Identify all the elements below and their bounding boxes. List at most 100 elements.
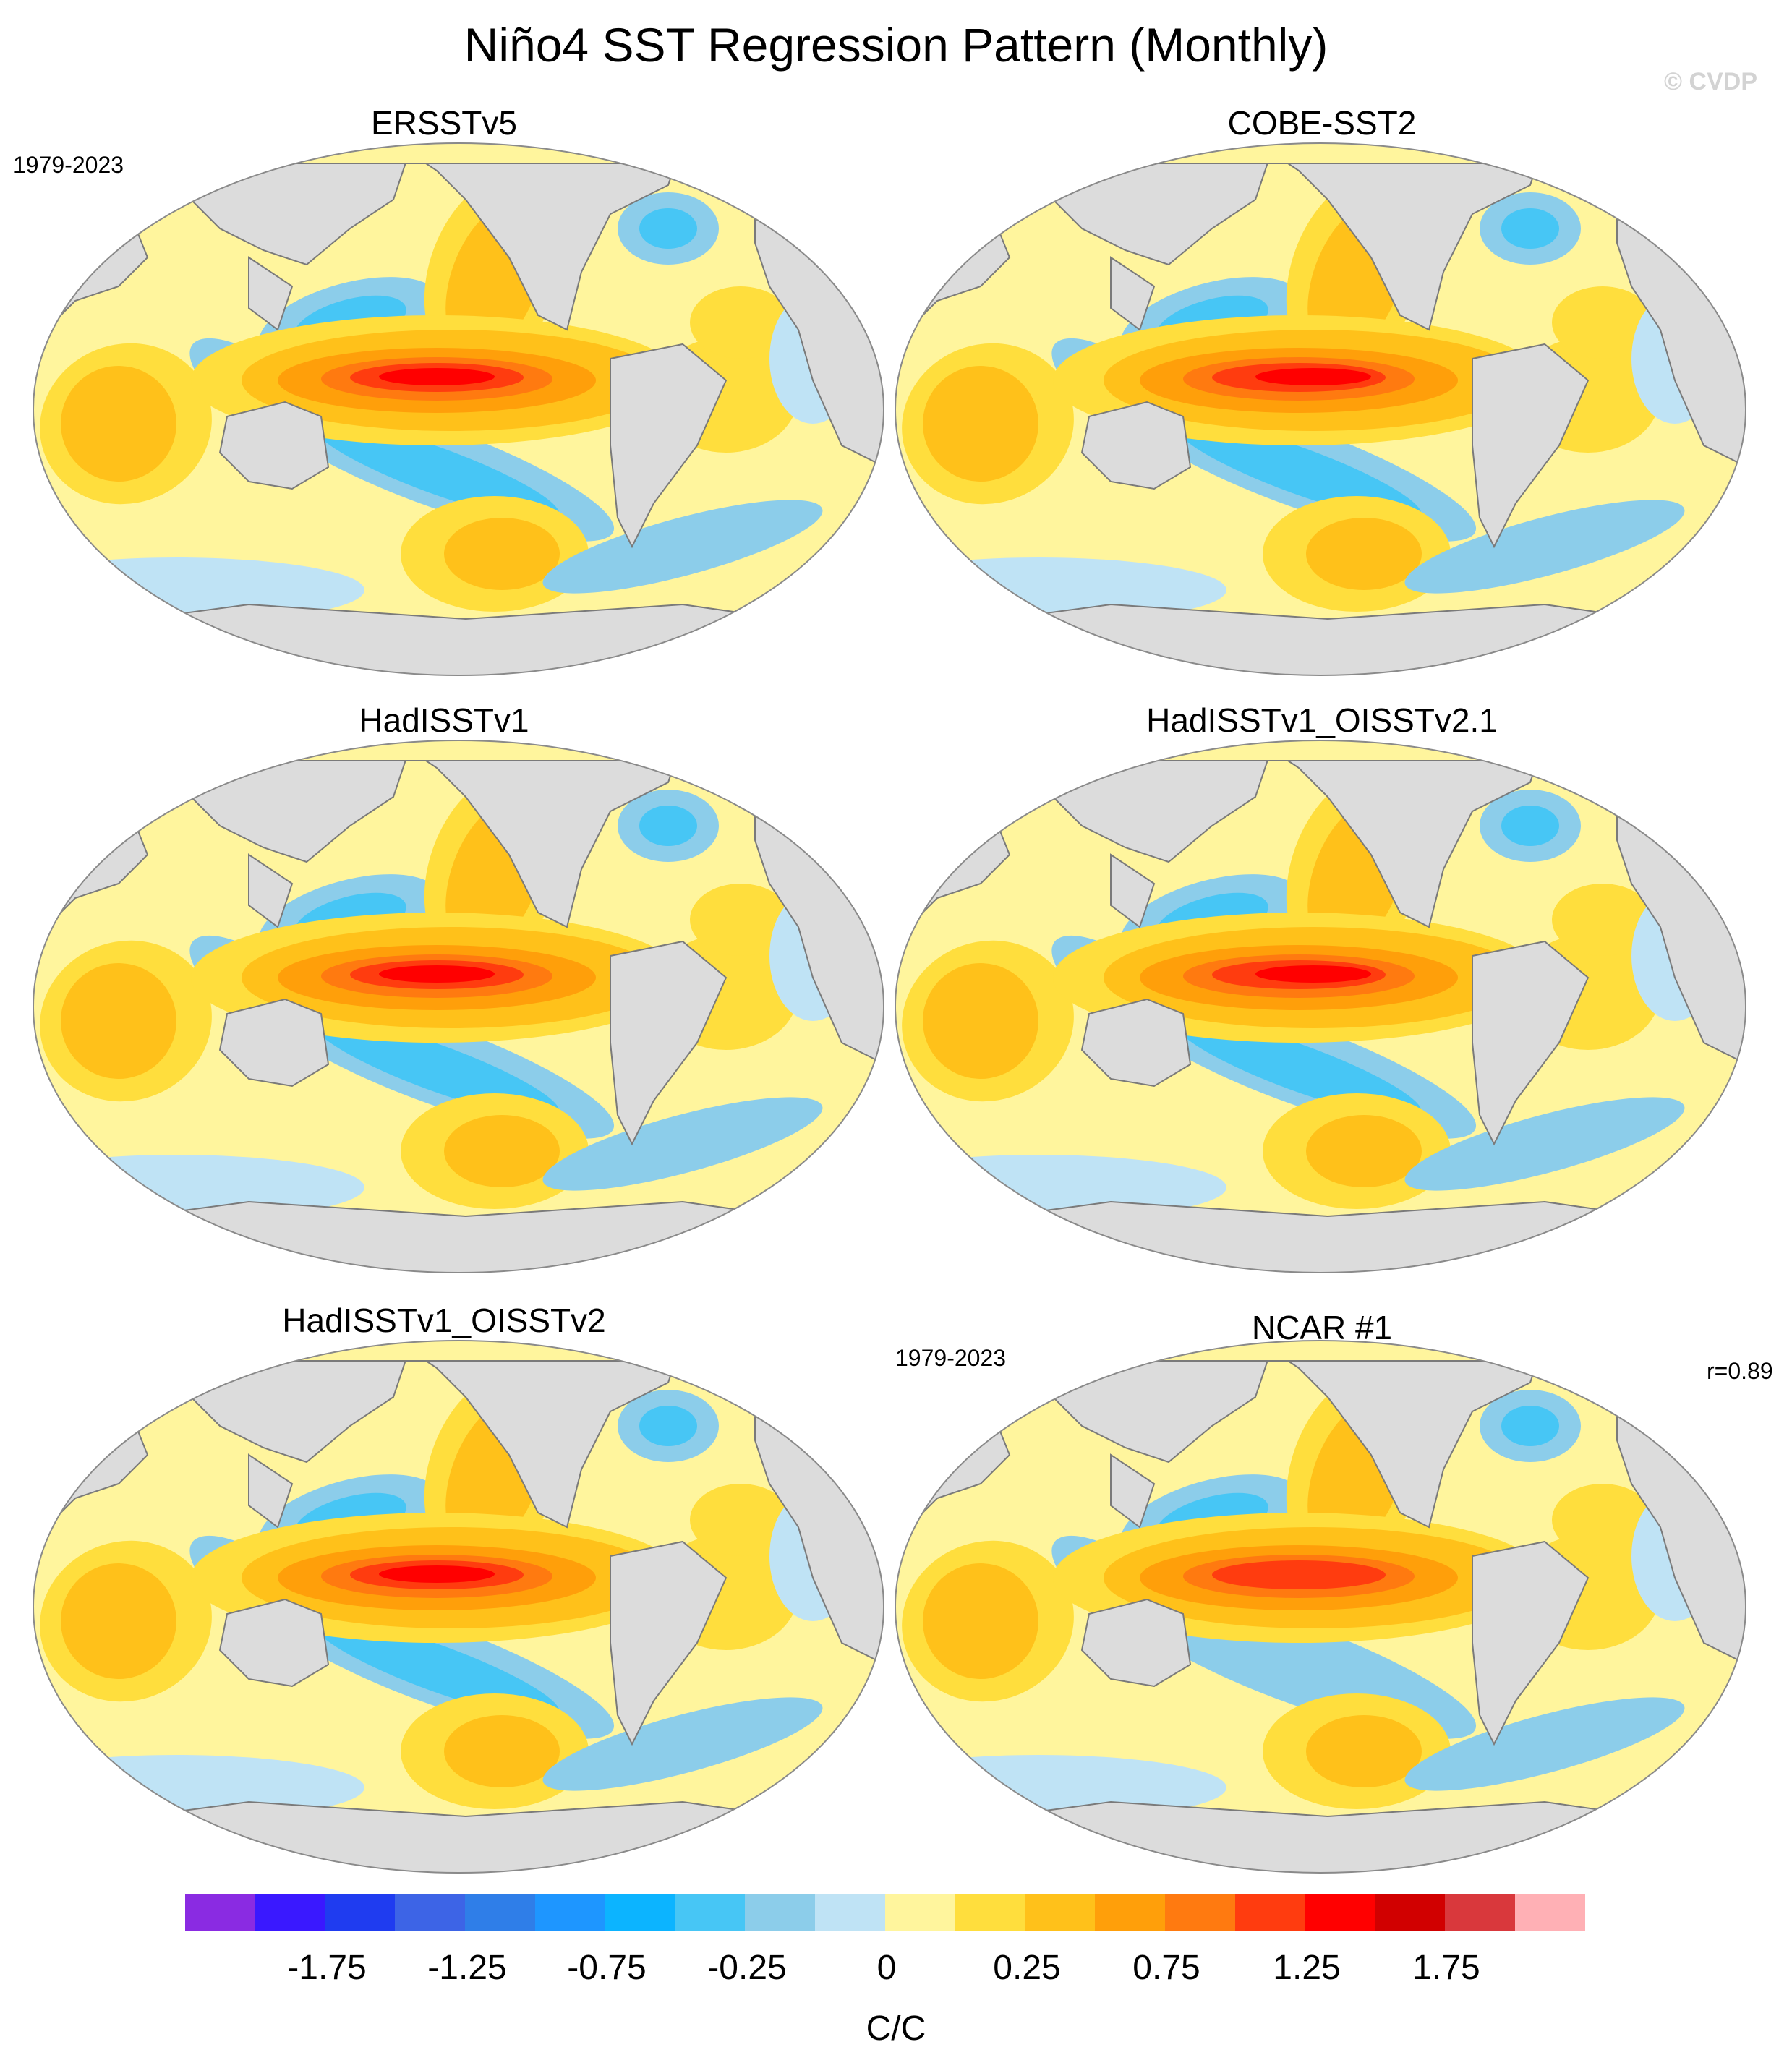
sst-anomaly bbox=[1306, 1115, 1422, 1187]
sst-anomaly bbox=[639, 806, 697, 846]
sst-anomaly bbox=[1404, 1097, 1685, 1191]
colorbar-swatch bbox=[185, 1894, 255, 1931]
sst-anomaly bbox=[314, 1018, 560, 1118]
arctic-ocean bbox=[33, 143, 884, 164]
arctic-ocean bbox=[33, 740, 884, 761]
sst-anomaly bbox=[379, 368, 495, 385]
colorbar-swatch bbox=[955, 1894, 1025, 1931]
sst-anomaly bbox=[61, 963, 176, 1079]
map-border bbox=[33, 740, 884, 1273]
sst-anomaly bbox=[690, 1484, 791, 1556]
sst-anomaly bbox=[923, 1563, 1038, 1679]
sst-anomaly bbox=[61, 366, 176, 482]
colorbar-tick: -0.75 bbox=[567, 1949, 647, 1987]
land-south-america bbox=[610, 343, 728, 549]
colorbar-swatch bbox=[325, 1894, 396, 1931]
colorbar-tick: 0.75 bbox=[1132, 1949, 1200, 1987]
sst-anomaly bbox=[1501, 1406, 1559, 1446]
land-se-asia bbox=[248, 853, 294, 928]
sst-anomaly bbox=[1404, 500, 1685, 594]
panel-title-5: HadISSTv1_OISSTv2 bbox=[282, 1302, 606, 1339]
arctic-ocean bbox=[895, 1341, 1746, 1362]
map-panel-5 bbox=[33, 1340, 884, 1874]
sst-anomaly bbox=[1255, 368, 1371, 385]
land-australia bbox=[1080, 401, 1192, 490]
map-border bbox=[33, 142, 884, 676]
sst-anomaly bbox=[1552, 884, 1653, 956]
figure-title: Niño4 SST Regression Pattern (Monthly) bbox=[464, 18, 1328, 72]
sst-anomaly bbox=[639, 208, 697, 249]
sst-anomaly bbox=[542, 1097, 823, 1191]
colorbar-swatch bbox=[1234, 1894, 1305, 1931]
colorbar-swatch bbox=[1375, 1894, 1446, 1931]
sst-anomaly bbox=[923, 366, 1038, 482]
sst-anomaly bbox=[690, 286, 791, 359]
sst-anomaly bbox=[1176, 1618, 1422, 1718]
colorbar-tick: 1.75 bbox=[1412, 1949, 1480, 1987]
colorbar-swatch bbox=[534, 1894, 605, 1931]
sst-anomaly bbox=[379, 1565, 495, 1583]
period-label-6: 1979-2023 bbox=[895, 1345, 1007, 1371]
sst-field bbox=[895, 1341, 1746, 1873]
arctic-ocean bbox=[895, 143, 1746, 164]
land-south-america bbox=[1472, 343, 1590, 549]
colorbar-swatch bbox=[1025, 1894, 1096, 1931]
map-panel-2 bbox=[895, 142, 1746, 676]
land-se-asia bbox=[1110, 256, 1156, 331]
panel-title-2: COBE-SST2 bbox=[1227, 104, 1417, 142]
colorbar-swatch bbox=[884, 1894, 955, 1931]
map-panel-3 bbox=[33, 740, 884, 1273]
sst-anomaly bbox=[1176, 421, 1422, 521]
sst-anomaly bbox=[61, 1563, 176, 1679]
sst-anomaly bbox=[444, 1115, 560, 1187]
land-australia bbox=[1080, 1598, 1192, 1688]
sst-field bbox=[895, 740, 1746, 1273]
land-south-america bbox=[1472, 940, 1590, 1146]
arctic-ocean bbox=[895, 740, 1746, 761]
colorbar-swatch bbox=[1305, 1894, 1375, 1931]
land-south-america bbox=[1472, 1540, 1590, 1746]
arctic-ocean bbox=[33, 1341, 884, 1362]
sst-anomaly bbox=[1176, 1018, 1422, 1118]
colorbar-swatch bbox=[1165, 1894, 1235, 1931]
land-south-america bbox=[610, 940, 728, 1146]
sst-anomaly bbox=[639, 1406, 697, 1446]
land-australia bbox=[218, 401, 330, 490]
credit-label: © CVDP bbox=[1664, 68, 1757, 95]
sst-anomaly bbox=[1501, 208, 1559, 249]
colorbar-swatch bbox=[465, 1894, 535, 1931]
land-australia bbox=[218, 998, 330, 1088]
panel-title-1: ERSSTv5 bbox=[371, 104, 517, 142]
sst-anomaly bbox=[1552, 286, 1653, 359]
sst-anomaly bbox=[444, 518, 560, 590]
sst-anomaly bbox=[1404, 1697, 1685, 1791]
map-border bbox=[895, 1340, 1746, 1874]
land-south-america bbox=[610, 1540, 728, 1746]
map-panel-4 bbox=[895, 740, 1746, 1273]
map-border bbox=[895, 740, 1746, 1273]
sst-anomaly bbox=[314, 1618, 560, 1718]
land-se-asia bbox=[1110, 1453, 1156, 1529]
sst-anomaly bbox=[1306, 518, 1422, 590]
sst-anomaly bbox=[1212, 1560, 1386, 1589]
colorbar bbox=[185, 1894, 1585, 1931]
sst-field bbox=[33, 740, 884, 1273]
colorbar-swatch bbox=[395, 1894, 466, 1931]
colorbar-tick: -1.75 bbox=[287, 1949, 367, 1987]
sst-anomaly bbox=[1255, 965, 1371, 983]
land-se-asia bbox=[248, 256, 294, 331]
sst-field bbox=[895, 143, 1746, 675]
sst-anomaly bbox=[923, 963, 1038, 1079]
map-border bbox=[895, 142, 1746, 676]
colorbar-swatch bbox=[1445, 1894, 1516, 1931]
sst-anomaly bbox=[1306, 1715, 1422, 1787]
correlation-label: r=0.89 bbox=[1707, 1358, 1773, 1384]
sst-anomaly bbox=[444, 1715, 560, 1787]
colorbar-swatch bbox=[1515, 1894, 1585, 1931]
sst-anomaly bbox=[1552, 1484, 1653, 1556]
colorbar-tick: -1.25 bbox=[427, 1949, 507, 1987]
land-se-asia bbox=[1110, 853, 1156, 928]
sst-anomaly bbox=[542, 500, 823, 594]
colorbar-swatch bbox=[675, 1894, 746, 1931]
sst-anomaly bbox=[379, 965, 495, 983]
